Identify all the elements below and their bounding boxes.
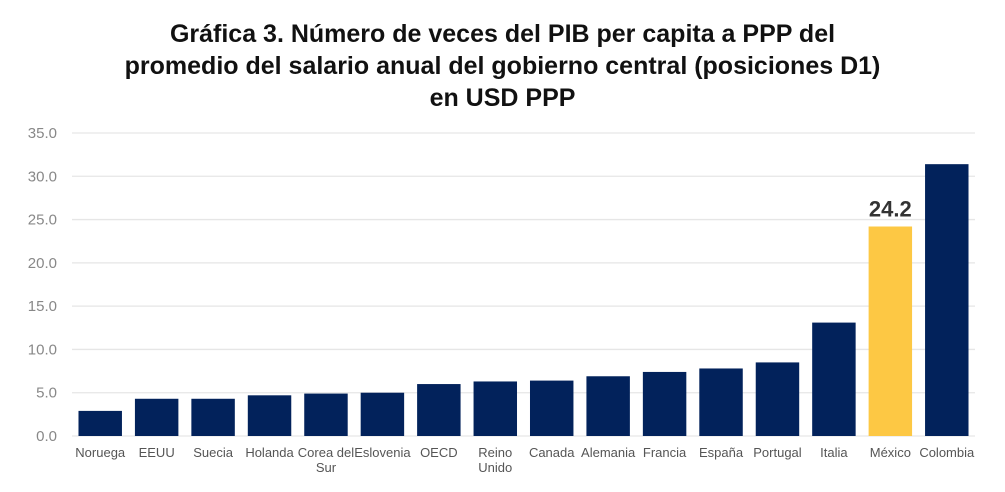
x-category-label: Noruega: [75, 445, 126, 460]
x-category-label: Suecia: [193, 445, 234, 460]
x-category-label: Holanda: [245, 445, 294, 460]
y-tick-label: 10.0: [28, 341, 57, 358]
bar: [642, 371, 687, 436]
x-category-label: Eslovenia: [354, 445, 411, 460]
bars: [78, 164, 969, 436]
chart-title-line-2: promedio del salario anual del gobierno …: [124, 52, 881, 80]
bar: [191, 398, 235, 436]
bar: [925, 164, 969, 436]
chart-title-line-3: en USD PPP: [429, 84, 576, 112]
bar: [78, 410, 122, 436]
x-category-label: EEUU: [139, 445, 175, 460]
x-category-label: Corea del Sur: [298, 445, 354, 475]
y-axis-ticks: 0.0 5.0 10.0 15.0 20.0 25.0 30.0 35.0: [28, 125, 57, 445]
x-category-label: México: [870, 445, 911, 460]
y-tick-label: 30.0: [28, 168, 57, 185]
bar: [868, 226, 913, 436]
bar: [699, 368, 743, 436]
bar: [417, 384, 461, 436]
y-tick-label: 5.0: [36, 385, 57, 402]
y-tick-label: 20.0: [28, 255, 57, 272]
x-category-label: España: [699, 445, 744, 460]
x-category-label: Italia: [820, 445, 848, 460]
x-category-label: OECD: [420, 445, 458, 460]
y-tick-label: 0.0: [36, 428, 57, 445]
y-tick-label: 35.0: [28, 125, 57, 142]
x-category-label: Canada: [529, 445, 575, 460]
chart-title: Gráfica 3. Número de veces del PIB per c…: [0, 18, 1005, 114]
bar: [812, 322, 856, 436]
bar: [247, 395, 292, 436]
y-tick-label: 25.0: [28, 212, 57, 229]
x-category-label: Colombia: [919, 445, 975, 460]
bar: [134, 398, 179, 436]
bar: [529, 380, 574, 436]
x-category-label: Francia: [643, 445, 687, 460]
y-tick-label: 15.0: [28, 298, 57, 315]
data-label: 24.2: [869, 196, 912, 221]
x-category-label: Reino Unido: [478, 445, 512, 475]
x-axis-labels: Noruega EEUU Suecia Holanda Corea del SurEslo…: [75, 445, 975, 475]
x-category-label: Portugal: [753, 445, 802, 460]
bar: [360, 392, 405, 436]
bar: [473, 381, 518, 436]
bar: [304, 393, 348, 436]
chart-title-line-1: Gráfica 3. Número de veces del PIB per c…: [169, 20, 836, 48]
data-labels: 24.2: [869, 196, 912, 221]
bar: [755, 362, 800, 436]
bar: [586, 376, 630, 436]
x-category-label: Alemania: [581, 445, 636, 460]
